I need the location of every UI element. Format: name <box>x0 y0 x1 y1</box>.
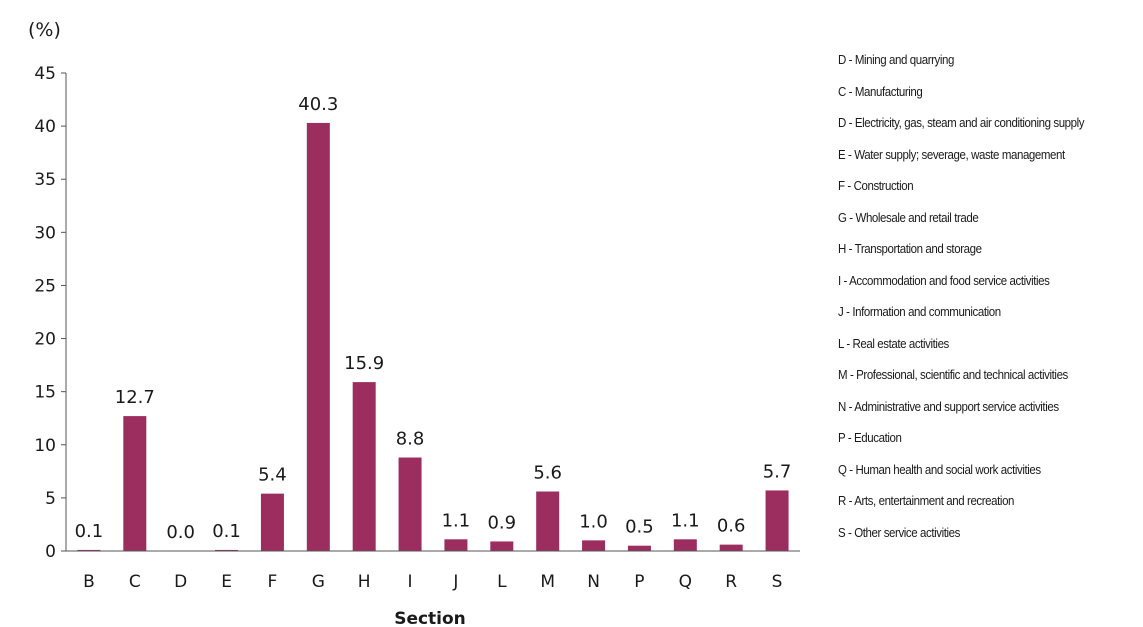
x-tick-label: H <box>358 572 371 592</box>
x-tick-label: P <box>634 572 644 592</box>
legend-entry: J - Information and communication <box>838 305 1001 319</box>
data-label: 0.1 <box>212 521 241 542</box>
y-tick-label: 0 <box>45 542 56 562</box>
legend-entry: F - Construction <box>838 179 914 193</box>
legend-entry: E - Water supply; severage, waste manage… <box>838 147 1065 162</box>
y-tick-label: 25 <box>34 276 56 296</box>
bar-p <box>627 545 651 551</box>
x-tick-label: N <box>587 572 600 592</box>
bar-j <box>444 539 468 551</box>
y-tick-label: 30 <box>34 223 56 243</box>
data-label: 1.0 <box>579 511 608 532</box>
bar-f <box>260 493 284 551</box>
x-tick-label: D <box>174 572 187 592</box>
x-tick-label: R <box>725 572 737 592</box>
data-label: 15.9 <box>344 353 384 374</box>
y-tick-label: 20 <box>34 330 56 350</box>
y-tick-label: 5 <box>45 489 56 509</box>
bar-e <box>215 549 239 551</box>
x-axis-title: Section <box>394 609 466 627</box>
x-tick-label: B <box>83 572 95 592</box>
legend: D - Mining and quarrying C - Manufacturin… <box>838 52 1138 556</box>
x-tick-label: I <box>408 572 413 592</box>
y-axis-label: (%) <box>28 19 61 41</box>
data-label: 8.8 <box>396 429 425 450</box>
bar-i <box>398 457 422 551</box>
legend-entry: D - Electricity, gas, steam and air cond… <box>838 116 1085 130</box>
bar-l <box>490 541 514 551</box>
bar-q <box>673 539 697 551</box>
legend-entry: R - Arts, entertainment and recreation <box>838 494 1015 508</box>
x-tick-label: L <box>497 572 507 592</box>
legend-entry: N - Administrative and support service a… <box>838 399 1059 414</box>
data-label: 0.6 <box>717 516 746 537</box>
bar-h <box>352 382 376 551</box>
bar-b <box>77 549 101 551</box>
x-tick-label: G <box>312 572 325 592</box>
x-tick-label: M <box>540 572 555 592</box>
x-tick-label: C <box>129 572 141 592</box>
data-label: 1.1 <box>671 510 700 531</box>
legend-entry: H - Transportation and storage <box>838 242 982 256</box>
y-tick-label: 10 <box>34 436 56 456</box>
bar-c <box>123 416 147 551</box>
data-label: 5.4 <box>258 465 287 486</box>
bar-r <box>719 544 743 551</box>
bar-g <box>306 122 330 552</box>
data-label: 0.1 <box>75 521 104 542</box>
data-label: 0.5 <box>625 517 654 538</box>
y-tick-label: 45 <box>34 64 56 84</box>
legend-entry: G - Wholesale and retail trade <box>838 210 979 225</box>
legend-entry: M - Professional, scientific and technic… <box>838 368 1068 382</box>
x-tick-label: E <box>221 572 232 592</box>
legend-entry: D - Mining and quarrying <box>838 53 954 67</box>
data-label: 5.7 <box>763 461 792 482</box>
y-tick-label: 15 <box>34 383 56 403</box>
data-label: 40.3 <box>298 94 338 115</box>
bar-m <box>536 491 560 551</box>
x-tick-label: S <box>772 572 783 592</box>
bar-n <box>582 540 606 551</box>
data-label: 12.7 <box>115 387 155 408</box>
data-label: 0.9 <box>487 512 516 533</box>
y-tick-label: 35 <box>34 170 56 190</box>
legend-entry: C - Manufacturing <box>838 84 923 99</box>
y-tick-label: 40 <box>34 117 56 137</box>
data-label: 0.0 <box>166 522 195 543</box>
legend-entry: P - Education <box>838 431 902 445</box>
data-label: 5.6 <box>533 463 562 484</box>
legend-entry: I - Accommodation and food service activ… <box>838 273 1050 288</box>
x-tick-label: F <box>268 572 278 592</box>
legend-entry: S - Other service activities <box>838 525 960 540</box>
legend-entry: Q - Human health and social work activit… <box>838 462 1041 477</box>
x-tick-label: J <box>452 572 458 592</box>
legend-entry: L - Real estate activities <box>838 336 949 351</box>
x-tick-label: Q <box>679 572 692 592</box>
data-label: 1.1 <box>442 510 471 531</box>
bar-s <box>765 490 789 551</box>
